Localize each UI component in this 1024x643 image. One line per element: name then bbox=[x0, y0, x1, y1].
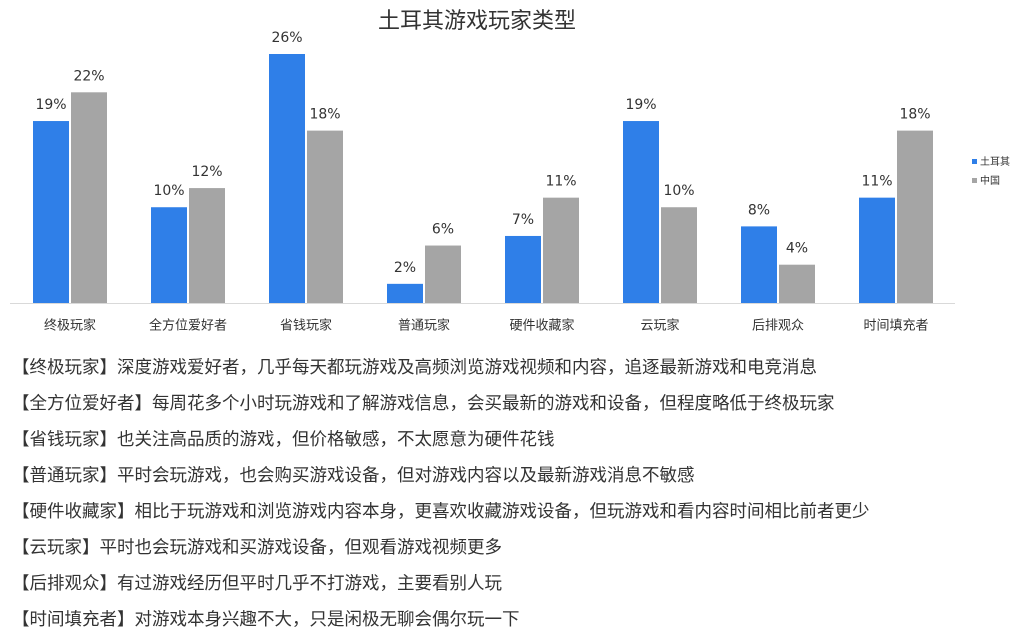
x-tick-label: 普通玩家 bbox=[398, 318, 450, 334]
data-label: 19% bbox=[625, 97, 656, 113]
data-label: 4% bbox=[786, 241, 808, 257]
note: 【省钱玩家】也关注高品质的游戏，但价格敏感，不太愿意为硬件花钱 bbox=[12, 430, 555, 450]
x-tick-label: 省钱玩家 bbox=[280, 318, 332, 334]
bar bbox=[779, 264, 815, 303]
data-label: 11% bbox=[861, 174, 892, 190]
legend-swatch bbox=[972, 178, 977, 183]
data-label: 10% bbox=[153, 183, 184, 199]
note: 【后排观众】有过游戏经历但平时几乎不打游戏，主要看别人玩 bbox=[12, 574, 502, 594]
bar bbox=[425, 245, 461, 303]
note: 【普通玩家】平时会玩游戏，也会购买游戏设备，但对游戏内容以及最新游戏消息不敏感 bbox=[12, 466, 695, 486]
bar bbox=[151, 207, 187, 303]
x-tick-label: 全方位爱好者 bbox=[149, 318, 227, 334]
note: 【硬件收藏家】相比于玩游戏和浏览游戏内容本身，更喜欢收藏游戏设备，但玩游戏和看内… bbox=[12, 502, 870, 522]
bar bbox=[387, 283, 423, 303]
data-label: 11% bbox=[545, 174, 576, 190]
note: 【云玩家】平时也会玩游戏和买游戏设备，但观看游戏视频更多 bbox=[12, 538, 502, 558]
data-label: 18% bbox=[309, 107, 340, 123]
bar bbox=[623, 121, 659, 304]
data-label: 18% bbox=[899, 107, 930, 123]
data-label: 2% bbox=[394, 260, 416, 276]
bar bbox=[269, 54, 305, 303]
data-label: 8% bbox=[748, 202, 770, 218]
note: 【终极玩家】深度游戏爱好者，几乎每天都玩游戏及高频浏览游戏视频和内容，追逐最新游… bbox=[12, 358, 817, 378]
legend-label: 中国 bbox=[980, 174, 1000, 187]
bar bbox=[741, 226, 777, 303]
x-tick-label: 硬件收藏家 bbox=[509, 318, 574, 334]
data-label: 7% bbox=[512, 212, 534, 228]
data-label: 26% bbox=[271, 30, 302, 46]
bar bbox=[307, 130, 343, 303]
bar bbox=[543, 197, 579, 303]
bar bbox=[33, 121, 69, 304]
note: 【时间填充者】对游戏本身兴趣不大，只是闲极无聊会偶尔玩一下 bbox=[12, 610, 520, 630]
x-tick-label: 云玩家 bbox=[640, 318, 679, 334]
bar bbox=[897, 130, 933, 303]
note: 【全方位爱好者】每周花多个小时玩游戏和了解游戏信息，会买最新的游戏和设备，但程度… bbox=[12, 394, 835, 414]
chart-title: 土耳其游戏玩家类型 bbox=[378, 9, 576, 34]
bar bbox=[71, 92, 107, 303]
data-label: 19% bbox=[35, 97, 66, 113]
legend-swatch bbox=[972, 159, 977, 164]
x-tick-label: 时间填充者 bbox=[863, 318, 928, 334]
bar bbox=[661, 207, 697, 303]
data-label: 22% bbox=[73, 68, 104, 84]
data-label: 6% bbox=[432, 222, 454, 238]
data-label: 10% bbox=[663, 183, 694, 199]
x-tick-label: 后排观众 bbox=[752, 319, 804, 334]
data-label: 12% bbox=[191, 164, 222, 180]
bar bbox=[505, 235, 541, 303]
bar bbox=[859, 197, 895, 303]
legend-label: 土耳其 bbox=[980, 155, 1010, 168]
x-tick-label: 终极玩家 bbox=[44, 318, 96, 334]
bar bbox=[189, 188, 225, 303]
